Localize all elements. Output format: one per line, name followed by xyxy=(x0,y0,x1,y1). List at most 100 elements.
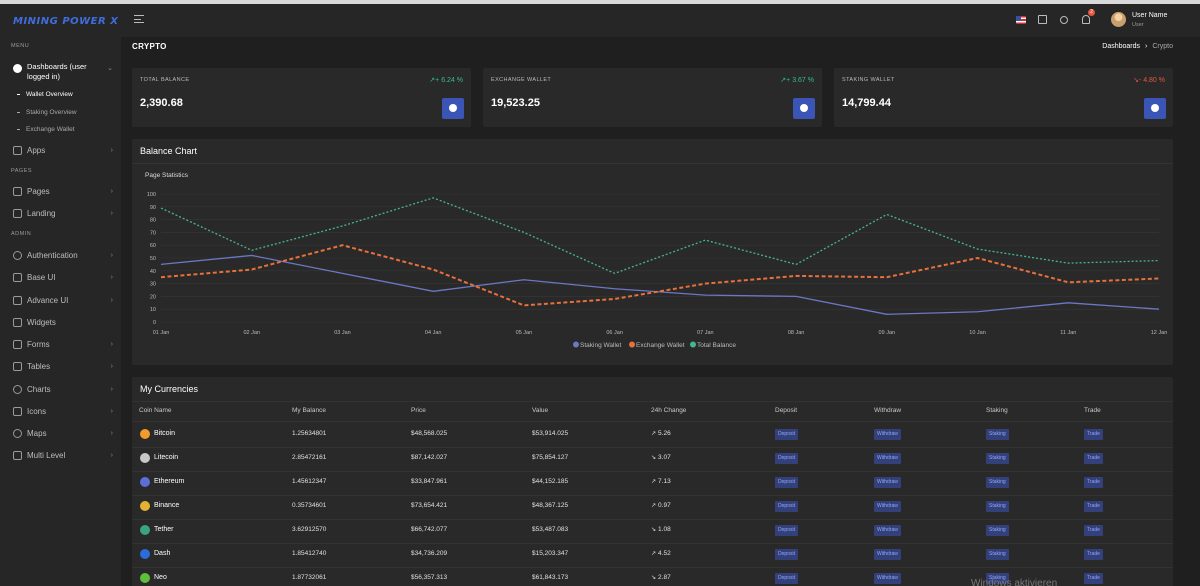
change-value: 5.26 xyxy=(658,430,671,437)
dashboard-icon xyxy=(13,64,22,73)
trade-button[interactable]: Trade xyxy=(1084,429,1103,440)
sidebar-item-multi-level[interactable]: Multi Level › xyxy=(13,451,113,460)
section-title-admin: ADMIN xyxy=(11,231,32,237)
deposit-button[interactable]: Deposit xyxy=(775,549,798,560)
sidebar-item-landing[interactable]: Landing › xyxy=(13,209,113,218)
value-cell: $53,914.025 xyxy=(532,430,569,437)
trade-button[interactable]: Trade xyxy=(1084,501,1103,512)
sidebar-item-charts[interactable]: Charts › xyxy=(13,385,113,394)
withdraw-button[interactable]: Withdraw xyxy=(874,429,901,440)
sidebar-item-label: Apps xyxy=(27,146,46,155)
user-name[interactable]: User Name xyxy=(1132,12,1168,19)
trend-down-icon: ↘ xyxy=(651,455,657,461)
stat-action-button[interactable] xyxy=(793,98,815,119)
withdraw-button[interactable]: Withdraw xyxy=(874,501,901,512)
price-cell: $66,742.077 xyxy=(411,526,448,533)
withdraw-button[interactable]: Withdraw xyxy=(874,549,901,560)
withdraw-button[interactable]: Withdraw xyxy=(874,453,901,464)
stat-value: 14,799.44 xyxy=(842,97,891,109)
change-cell: ↗ 5.26 xyxy=(651,430,671,437)
y-tick-label: 50 xyxy=(150,256,156,262)
stat-action-button[interactable] xyxy=(442,98,464,119)
staking-button[interactable]: Staking xyxy=(986,549,1009,560)
stat-action-button[interactable] xyxy=(1144,98,1166,119)
dash-icon xyxy=(17,112,20,113)
user-role: User xyxy=(1132,22,1144,28)
app-logo[interactable]: MINING POWER X xyxy=(13,16,119,27)
legend-label[interactable]: Staking Wallet xyxy=(580,342,621,349)
staking-button[interactable]: Staking xyxy=(986,477,1009,488)
header-divider xyxy=(132,421,1173,422)
sidebar-subitem-staking-overview[interactable]: Staking Overview xyxy=(17,109,77,116)
trade-button[interactable]: Trade xyxy=(1084,549,1103,560)
trade-button[interactable]: Trade xyxy=(1084,453,1103,464)
deposit-button[interactable]: Deposit xyxy=(775,525,798,536)
trend-up-icon: ↗ xyxy=(651,479,657,485)
chevron-down-icon: ⌄ xyxy=(107,65,113,72)
legend-label[interactable]: Exchange Wallet xyxy=(636,342,685,349)
bell-icon[interactable] xyxy=(1082,15,1090,24)
staking-button[interactable]: Staking xyxy=(986,525,1009,536)
deposit-button[interactable]: Deposit xyxy=(775,429,798,440)
trade-button[interactable]: Trade xyxy=(1084,573,1103,584)
withdraw-button[interactable]: Withdraw xyxy=(874,573,901,584)
sidebar-item-apps[interactable]: Apps › xyxy=(13,146,113,155)
withdraw-button[interactable]: Withdraw xyxy=(874,477,901,488)
card-title: Balance Chart xyxy=(140,146,198,156)
layers-icon xyxy=(13,273,22,282)
table-row: Binance 0.35734601 $73,654.421 $48,367.125 ↗… xyxy=(132,501,1173,515)
sidebar-subitem-exchange-wallet[interactable]: Exchange Wallet xyxy=(17,126,75,133)
avatar[interactable] xyxy=(1111,12,1126,27)
tether-coin-icon xyxy=(140,525,150,535)
withdraw-button[interactable]: Withdraw xyxy=(874,525,901,536)
file-icon xyxy=(13,187,22,196)
staking-button[interactable]: Staking xyxy=(986,573,1009,584)
value-cell: $48,367.125 xyxy=(532,502,569,509)
menu-toggle-icon[interactable] xyxy=(134,15,144,26)
sidebar-item-label: Base UI xyxy=(27,273,56,282)
breadcrumb-dashboards[interactable]: Dashboards xyxy=(1102,43,1141,50)
chart-subtitle: Page Statistics xyxy=(145,172,188,179)
table-row: Dash 1.85412740 $34,736.209 $15,203.347 ↗ 4.5… xyxy=(132,549,1173,563)
sidebar-item-dashboards[interactable]: Dashboards (user logged in) ⌄ xyxy=(13,62,113,82)
us-flag-icon[interactable] xyxy=(1016,16,1026,24)
sidebar-item-pages[interactable]: Pages › xyxy=(13,187,113,196)
deposit-button[interactable]: Deposit xyxy=(775,477,798,488)
sidebar-item-maps[interactable]: Maps › xyxy=(13,429,113,438)
sidebar-item-forms[interactable]: Forms › xyxy=(13,340,113,349)
page-title: CRYPTO xyxy=(132,42,167,51)
sidebar-subitem-label: Staking Overview xyxy=(26,109,77,116)
change-cell: ↘ 3.07 xyxy=(651,454,671,461)
trade-button[interactable]: Trade xyxy=(1084,525,1103,536)
staking-button[interactable]: Staking xyxy=(986,429,1009,440)
trade-button[interactable]: Trade xyxy=(1084,477,1103,488)
sidebar-item-widgets[interactable]: Widgets xyxy=(13,318,113,327)
deposit-button[interactable]: Deposit xyxy=(775,453,798,464)
sidebar-item-advance-ui[interactable]: Advance UI › xyxy=(13,296,113,305)
chevron-right-icon: › xyxy=(110,297,113,304)
fullscreen-icon[interactable] xyxy=(1038,15,1047,24)
trend-up-icon: ↗ xyxy=(651,551,657,557)
staking-button[interactable]: Staking xyxy=(986,453,1009,464)
sidebar-item-base-ui[interactable]: Base UI › xyxy=(13,273,113,282)
stat-card-staking-wallet: STAKING WALLET ↘- 4.80 % 14,799.44 xyxy=(834,68,1173,127)
sidebar-item-icons[interactable]: Icons › xyxy=(13,407,113,416)
coin-name: Litecoin xyxy=(154,454,179,461)
balance-chart-card: Balance Chart Page Statistics 0 10 20 30 40 5… xyxy=(132,139,1173,365)
change-value: 3.07 xyxy=(658,454,671,461)
staking-button[interactable]: Staking xyxy=(986,501,1009,512)
sidebar-item-tables[interactable]: Tables › xyxy=(13,362,113,371)
sidebar-item-label: Charts xyxy=(27,385,51,394)
sidebar-item-authentication[interactable]: Authentication › xyxy=(13,251,113,260)
chevron-right-icon: › xyxy=(110,210,113,217)
deposit-button[interactable]: Deposit xyxy=(775,501,798,512)
sun-icon[interactable] xyxy=(1060,16,1068,24)
legend-label[interactable]: Total Balance xyxy=(697,342,736,349)
sidebar-subitem-wallet-overview[interactable]: Wallet Overview xyxy=(17,91,73,98)
x-tick-label: 11 Jan xyxy=(1060,330,1076,336)
trend-down-icon: ↘ xyxy=(651,575,657,581)
coin-name: Neo xyxy=(154,574,167,581)
stat-value: 2,390.68 xyxy=(140,97,183,109)
deposit-button[interactable]: Deposit xyxy=(775,573,798,584)
change-cell: ↗ 0.97 xyxy=(651,502,671,509)
